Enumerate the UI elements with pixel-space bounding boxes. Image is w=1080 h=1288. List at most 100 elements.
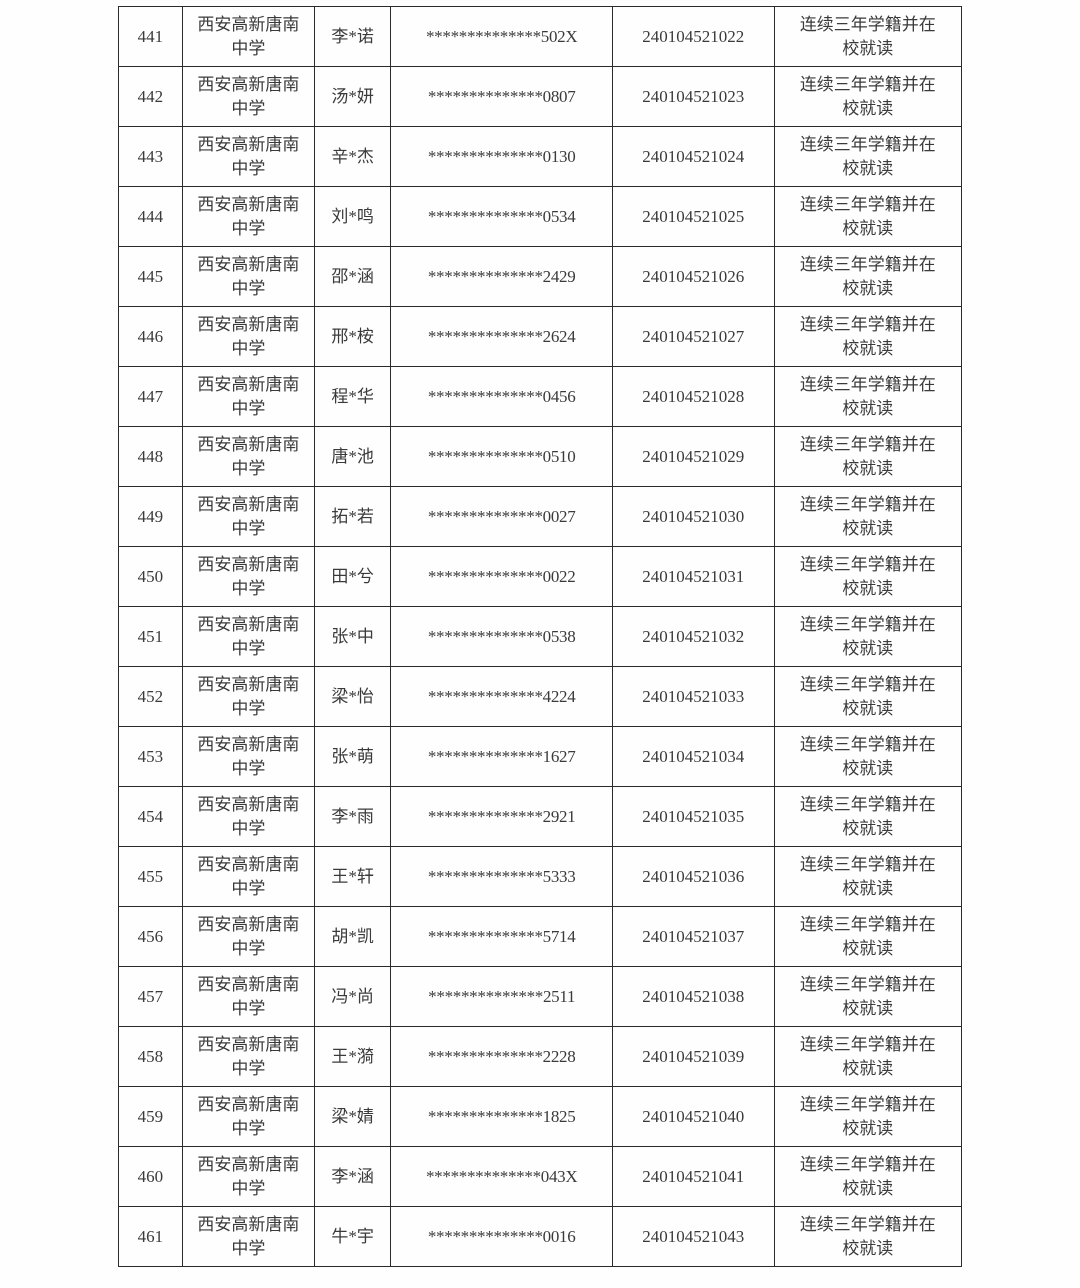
cell-name: 李*诺 (314, 7, 391, 67)
cell-name: 邵*涵 (314, 247, 391, 307)
cell-num: 240104521029 (612, 427, 774, 487)
table-row: 453西安高新唐南中学张*萌**************162724010452… (119, 727, 962, 787)
cell-status: 连续三年学籍并在校就读 (774, 67, 961, 127)
cell-idx: 441 (119, 7, 183, 67)
cell-id: **************1627 (391, 727, 612, 787)
cell-status: 连续三年学籍并在校就读 (774, 1087, 961, 1147)
cell-school: 西安高新唐南中学 (182, 307, 314, 367)
cell-name: 张*萌 (314, 727, 391, 787)
table-row: 458西安高新唐南中学王*漪**************222824010452… (119, 1027, 962, 1087)
cell-name: 梁*怡 (314, 667, 391, 727)
cell-school: 西安高新唐南中学 (182, 667, 314, 727)
cell-school: 西安高新唐南中学 (182, 1147, 314, 1207)
cell-idx: 456 (119, 907, 183, 967)
table-row: 451西安高新唐南中学张*中**************053824010452… (119, 607, 962, 667)
cell-id: **************5333 (391, 847, 612, 907)
cell-status: 连续三年学籍并在校就读 (774, 787, 961, 847)
cell-id: **************0022 (391, 547, 612, 607)
cell-num: 240104521027 (612, 307, 774, 367)
table-row: 457西安高新唐南中学冯*尚**************251124010452… (119, 967, 962, 1027)
document-page: 441西安高新唐南中学李*诺**************502X24010452… (0, 0, 1080, 1288)
cell-id: **************0016 (391, 1207, 612, 1267)
cell-num: 240104521025 (612, 187, 774, 247)
cell-name: 冯*尚 (314, 967, 391, 1027)
cell-name: 李*涵 (314, 1147, 391, 1207)
cell-name: 牛*宇 (314, 1207, 391, 1267)
cell-status: 连续三年学籍并在校就读 (774, 547, 961, 607)
cell-num: 240104521033 (612, 667, 774, 727)
table-row: 443西安高新唐南中学辛*杰**************013024010452… (119, 127, 962, 187)
cell-status: 连续三年学籍并在校就读 (774, 607, 961, 667)
cell-num: 240104521031 (612, 547, 774, 607)
cell-idx: 455 (119, 847, 183, 907)
table-row: 441西安高新唐南中学李*诺**************502X24010452… (119, 7, 962, 67)
cell-school: 西安高新唐南中学 (182, 1207, 314, 1267)
table-row: 446西安高新唐南中学邢*桉**************262424010452… (119, 307, 962, 367)
cell-school: 西安高新唐南中学 (182, 1027, 314, 1087)
table-row: 444西安高新唐南中学刘*鸣**************053424010452… (119, 187, 962, 247)
cell-name: 唐*池 (314, 427, 391, 487)
cell-school: 西安高新唐南中学 (182, 547, 314, 607)
table-row: 452西安高新唐南中学梁*怡**************422424010452… (119, 667, 962, 727)
cell-name: 梁*婧 (314, 1087, 391, 1147)
cell-num: 240104521041 (612, 1147, 774, 1207)
cell-school: 西安高新唐南中学 (182, 247, 314, 307)
cell-idx: 461 (119, 1207, 183, 1267)
cell-num: 240104521026 (612, 247, 774, 307)
cell-num: 240104521032 (612, 607, 774, 667)
cell-idx: 447 (119, 367, 183, 427)
cell-name: 汤*妍 (314, 67, 391, 127)
cell-num: 240104521039 (612, 1027, 774, 1087)
cell-id: **************1825 (391, 1087, 612, 1147)
cell-name: 李*雨 (314, 787, 391, 847)
cell-school: 西安高新唐南中学 (182, 367, 314, 427)
cell-name: 王*轩 (314, 847, 391, 907)
cell-id: **************2228 (391, 1027, 612, 1087)
cell-school: 西安高新唐南中学 (182, 847, 314, 907)
cell-status: 连续三年学籍并在校就读 (774, 247, 961, 307)
cell-id: **************4224 (391, 667, 612, 727)
cell-name: 邢*桉 (314, 307, 391, 367)
cell-status: 连续三年学籍并在校就读 (774, 1147, 961, 1207)
table-row: 449西安高新唐南中学拓*若**************002724010452… (119, 487, 962, 547)
cell-school: 西安高新唐南中学 (182, 487, 314, 547)
cell-id: **************2511 (391, 967, 612, 1027)
cell-num: 240104521034 (612, 727, 774, 787)
cell-num: 240104521036 (612, 847, 774, 907)
cell-status: 连续三年学籍并在校就读 (774, 847, 961, 907)
cell-status: 连续三年学籍并在校就读 (774, 967, 961, 1027)
cell-idx: 450 (119, 547, 183, 607)
cell-id: **************502X (391, 7, 612, 67)
cell-status: 连续三年学籍并在校就读 (774, 667, 961, 727)
table-row: 445西安高新唐南中学邵*涵**************242924010452… (119, 247, 962, 307)
cell-status: 连续三年学籍并在校就读 (774, 367, 961, 427)
table-row: 454西安高新唐南中学李*雨**************292124010452… (119, 787, 962, 847)
cell-school: 西安高新唐南中学 (182, 967, 314, 1027)
cell-idx: 445 (119, 247, 183, 307)
cell-name: 王*漪 (314, 1027, 391, 1087)
cell-idx: 442 (119, 67, 183, 127)
table-row: 442西安高新唐南中学汤*妍**************080724010452… (119, 67, 962, 127)
cell-status: 连续三年学籍并在校就读 (774, 487, 961, 547)
cell-id: **************0510 (391, 427, 612, 487)
cell-num: 240104521028 (612, 367, 774, 427)
cell-status: 连续三年学籍并在校就读 (774, 727, 961, 787)
cell-school: 西安高新唐南中学 (182, 1087, 314, 1147)
cell-idx: 444 (119, 187, 183, 247)
cell-id: **************0807 (391, 67, 612, 127)
cell-idx: 451 (119, 607, 183, 667)
cell-name: 刘*鸣 (314, 187, 391, 247)
cell-idx: 443 (119, 127, 183, 187)
cell-status: 连续三年学籍并在校就读 (774, 127, 961, 187)
table-row: 459西安高新唐南中学梁*婧**************182524010452… (119, 1087, 962, 1147)
cell-num: 240104521035 (612, 787, 774, 847)
cell-id: **************2921 (391, 787, 612, 847)
cell-school: 西安高新唐南中学 (182, 727, 314, 787)
cell-num: 240104521023 (612, 67, 774, 127)
table-row: 450西安高新唐南中学田*兮**************002224010452… (119, 547, 962, 607)
cell-status: 连续三年学籍并在校就读 (774, 307, 961, 367)
cell-school: 西安高新唐南中学 (182, 907, 314, 967)
cell-status: 连续三年学籍并在校就读 (774, 7, 961, 67)
cell-idx: 448 (119, 427, 183, 487)
cell-school: 西安高新唐南中学 (182, 187, 314, 247)
